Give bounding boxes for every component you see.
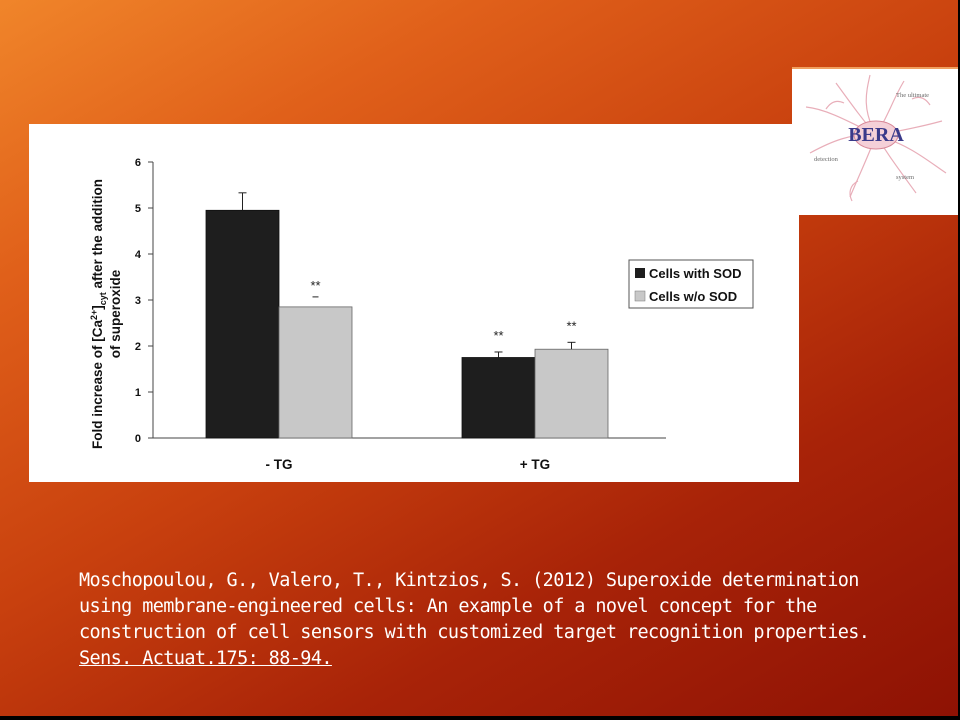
citation-line-1: Moschopoulou, G., Valero, T., Kintzios, …	[79, 570, 859, 591]
legend: Cells with SOD Cells w/o SOD	[628, 259, 754, 309]
y-axis-label: Fold increase of [Ca2+]cyt after the add…	[89, 179, 123, 449]
y-tick-label: 6	[135, 157, 141, 169]
legend-label-without-sod: Cells w/o SOD	[649, 289, 737, 304]
citation-line-3: construction of cell sensors with custom…	[79, 622, 870, 643]
legend-label-with-sod: Cells with SOD	[649, 266, 741, 281]
y-label-rest: after the addition	[90, 179, 105, 292]
x-tick-label: - TG	[266, 457, 293, 472]
svg-text:Fold increase of [Ca2+]cyt af: Fold increase of [Ca2+]cyt after the add…	[89, 179, 108, 449]
y-tick-label: 4	[135, 249, 142, 261]
bera-logo-panel: BERA The ultimate detection system	[792, 67, 958, 215]
logo-tagline-left: detection	[814, 156, 839, 163]
bar-with-sod	[205, 209, 280, 439]
bar-without-sod	[278, 306, 353, 439]
y-label-sub: cyt	[98, 292, 108, 305]
logo-brand-text: BERA	[848, 124, 904, 146]
bera-logo: BERA The ultimate detection system	[805, 74, 947, 202]
y-tick-label: 0	[135, 433, 141, 445]
legend-box	[628, 259, 754, 309]
cell-body	[853, 120, 899, 150]
y-tick-label: 1	[135, 387, 141, 399]
legend-swatch-with-sod	[635, 268, 645, 278]
x-tick-labels: - TG + TG	[266, 457, 551, 472]
bars: ** ** **	[205, 192, 609, 439]
citation: Moschopoulou, G., Valero, T., Kintzios, …	[79, 568, 899, 672]
y-tick-label: 3	[135, 295, 141, 307]
significance-marker: **	[493, 328, 503, 343]
y-tick-label: 5	[135, 203, 141, 215]
logo-tagline-right: system	[896, 174, 914, 181]
y-label-line2: of superoxide	[108, 269, 123, 358]
citation-line-2: using membrane-engineered cells: An exam…	[79, 596, 817, 617]
logo-tagline-top: The ultimate	[896, 92, 929, 99]
x-tick-label: + TG	[520, 457, 550, 472]
citation-reference-link[interactable]: Sens. Actuat.175: 88-94.	[79, 648, 333, 669]
bar-with-sod	[461, 357, 536, 439]
y-label-bracket: ]	[90, 305, 105, 310]
legend-swatch-without-sod	[634, 290, 646, 302]
bar-chart: Fold increase of [Ca2+]cyt after the add…	[89, 157, 754, 472]
significance-marker: **	[566, 318, 576, 333]
y-label-sup: 2+	[89, 310, 99, 320]
chart-panel: Fold increase of [Ca2+]cyt after the add…	[29, 124, 799, 482]
bar-without-sod	[534, 348, 609, 439]
y-ticks: 0 1 2 3 4 5 6	[135, 157, 153, 445]
y-label-part: Fold increase of [Ca	[90, 320, 105, 450]
y-tick-label: 2	[135, 341, 141, 353]
significance-marker: **	[310, 278, 320, 293]
